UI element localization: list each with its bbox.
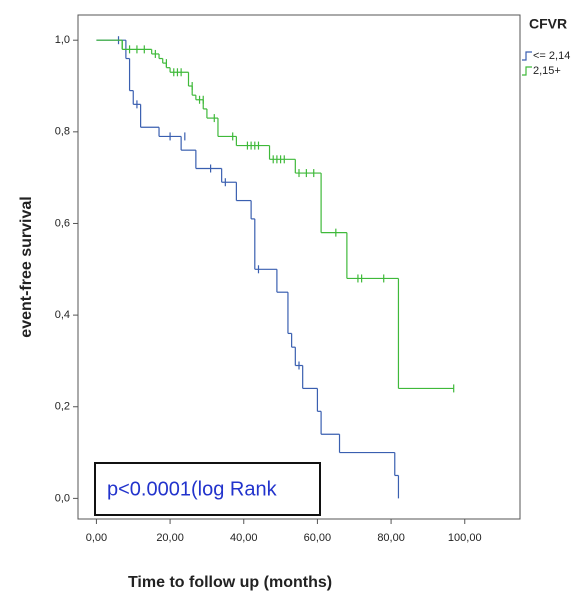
y-tick-label: 0,8	[55, 126, 70, 138]
x-tick-label: 20,00	[156, 532, 184, 544]
y-tick-label: 0,0	[55, 492, 70, 504]
x-tick-label: 40,00	[230, 532, 258, 544]
x-tick-label: 100,00	[448, 532, 482, 544]
x-tick-label: 0,00	[86, 532, 107, 544]
y-tick-label: 0,4	[55, 309, 70, 321]
legend-title: CFVR	[529, 16, 567, 32]
legend-label: <= 2,14	[533, 50, 570, 62]
y-tick-label: 0,2	[55, 401, 70, 413]
plot-frame	[77, 14, 521, 520]
legend-swatch	[522, 66, 532, 76]
annotation-box	[94, 462, 321, 516]
x-tick-label: 80,00	[377, 532, 405, 544]
x-tick-label: 60,00	[304, 532, 332, 544]
y-tick-label: 0,6	[55, 217, 70, 229]
x-axis-label: Time to follow up (months)	[128, 574, 332, 591]
legend-swatch	[522, 51, 532, 61]
legend-label: 2,15+	[533, 65, 561, 77]
y-axis-label: event-free survival	[18, 196, 35, 337]
annotation: p<0.0001(log Rank	[107, 478, 278, 500]
y-tick-label: 1,0	[55, 34, 70, 46]
